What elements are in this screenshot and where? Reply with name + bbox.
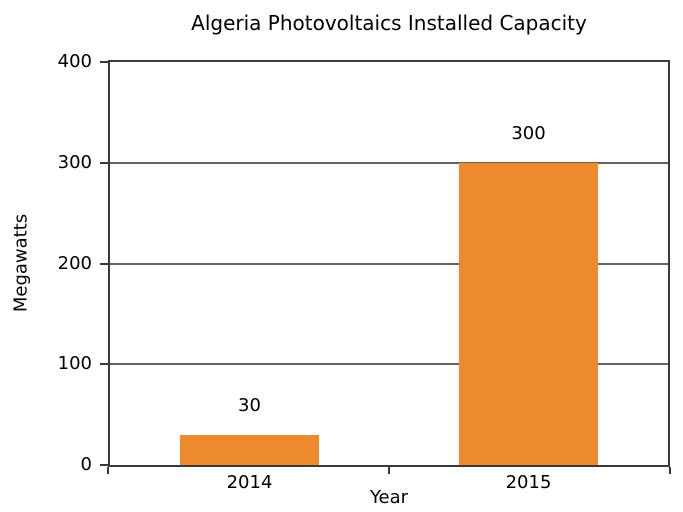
y-tick-mark	[100, 61, 108, 63]
bar-value-label-2014: 30	[238, 394, 261, 416]
bar-2014	[179, 434, 320, 465]
y-tick-label: 200	[57, 252, 92, 274]
x-tick-mark	[669, 467, 671, 474]
plot-area: 30 300	[108, 60, 670, 467]
y-tick-label: 400	[57, 51, 92, 72]
y-tick-mark	[100, 161, 108, 164]
x-tick-mark	[388, 467, 390, 474]
y-tick-label: 100	[57, 353, 92, 375]
x-tick-label-2014: 2014	[226, 472, 273, 493]
x-tick-label-2015: 2015	[505, 472, 552, 493]
y-tick-label: 0	[80, 454, 92, 475]
bar-2015	[458, 162, 599, 465]
y-tick-mark	[100, 363, 108, 366]
gridline-100	[110, 363, 668, 366]
x-tick-mark	[107, 467, 109, 474]
gridline-300	[110, 161, 668, 164]
y-tick-mark	[100, 464, 108, 466]
x-axis-label: Year	[369, 487, 409, 508]
gridline-200	[110, 262, 668, 265]
bar-value-label-2015: 300	[511, 122, 546, 144]
y-tick-mark	[100, 262, 108, 265]
y-tick-label: 300	[57, 151, 92, 173]
chart-title: Algeria Photovoltaics Installed Capacity	[191, 11, 587, 35]
